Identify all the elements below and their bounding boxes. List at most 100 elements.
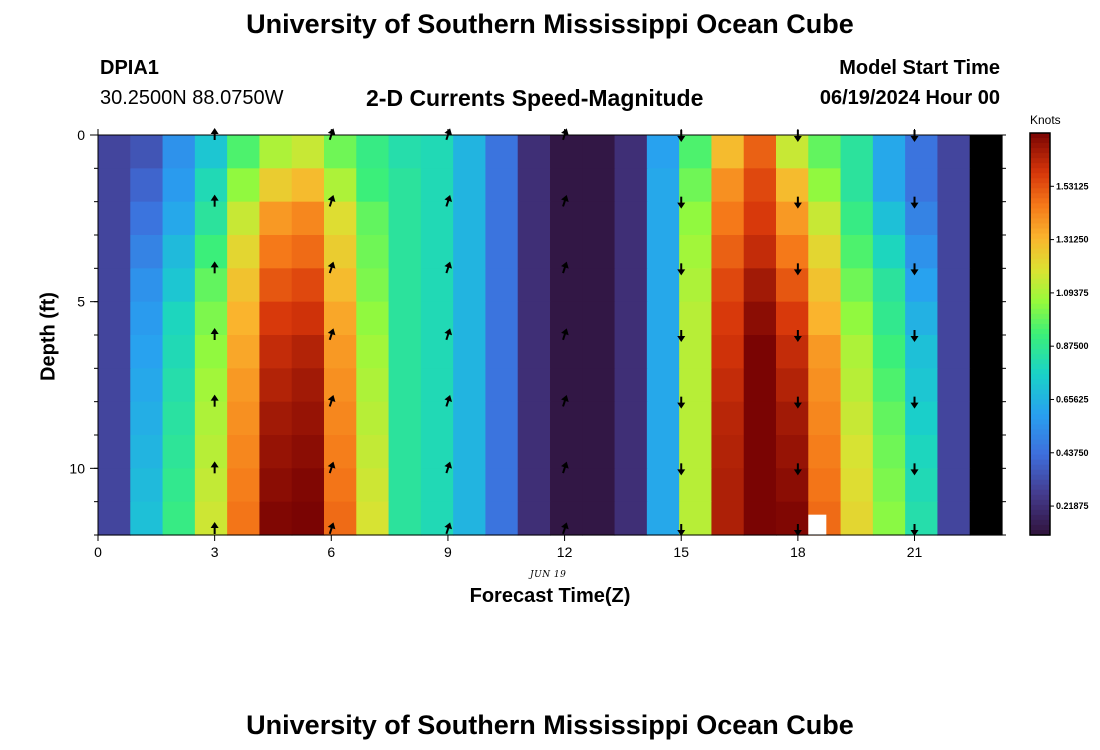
heatmap-cell: [679, 368, 713, 403]
heatmap-cell: [259, 335, 293, 369]
current-arrow: [561, 328, 569, 341]
colorbar-segment: [1030, 359, 1050, 365]
heatmap-cell: [162, 368, 196, 403]
heatmap-cell: [582, 435, 616, 469]
current-arrow: [444, 395, 453, 407]
heatmap-cell: [646, 135, 680, 169]
heatmap-cell: [905, 501, 939, 536]
heatmap-cell: [743, 168, 777, 203]
colorbar-segment: [1030, 158, 1050, 164]
heatmap-cell: [711, 401, 745, 436]
heatmap-cell: [711, 301, 745, 336]
heatmap-cell: [840, 301, 874, 336]
colorbar-segment: [1030, 168, 1050, 174]
heatmap-cell: [485, 401, 519, 436]
heatmap-cell: [227, 268, 261, 303]
colorbar-segment: [1030, 349, 1050, 355]
colorbar-tick-label: 0.65625: [1056, 394, 1089, 404]
heatmap-cell: [711, 435, 745, 469]
heatmap-cell: [485, 201, 519, 236]
heatmap-cell: [614, 335, 648, 369]
heatmap-cell: [905, 201, 939, 236]
heatmap-cell: [872, 168, 906, 203]
colorbar-segment: [1030, 529, 1050, 536]
heatmap-cell: [776, 235, 809, 269]
heatmap-cell: [711, 468, 745, 503]
heatmap-cell: [614, 201, 648, 236]
heatmap-cell: [98, 368, 131, 403]
current-arrow: [210, 522, 219, 534]
colorbar-segment: [1030, 489, 1050, 496]
colorbar-segment: [1030, 163, 1050, 169]
heatmap-cell: [453, 501, 487, 536]
current-arrow: [561, 395, 569, 407]
current-arrow: [793, 330, 802, 342]
heatmap-cell: [840, 235, 874, 269]
heatmap-cell: [291, 201, 325, 236]
heatmap-cell: [291, 168, 325, 203]
heatmap-cell: [194, 435, 228, 469]
heatmap-cell: [840, 335, 874, 369]
heatmap-cell: [743, 401, 777, 436]
heatmap-cell: [227, 401, 261, 436]
colorbar-segment: [1030, 268, 1050, 275]
heatmap-cell: [194, 468, 228, 503]
heatmap-cell: [162, 268, 196, 303]
heatmap-cell: [517, 301, 551, 336]
heatmap-cell: [259, 168, 293, 203]
heatmap-cell: [388, 468, 422, 503]
heatmap-cell: [582, 135, 616, 169]
heatmap-cell: [227, 501, 261, 536]
heatmap-cell: [905, 368, 939, 403]
colorbar-frame: [1029, 132, 1051, 536]
heatmap-cell: [840, 501, 874, 536]
heatmap-cell: [937, 268, 971, 303]
heatmap-cell: [550, 201, 583, 236]
heatmap-cell: [162, 235, 196, 269]
heatmap-cell: [194, 368, 228, 403]
heatmap-cell: [711, 368, 745, 403]
colorbar-segment: [1030, 198, 1050, 204]
current-arrow: [561, 261, 569, 274]
colorbar-segment: [1030, 238, 1050, 245]
heatmap-cell: [517, 235, 551, 269]
colorbar-segment: [1030, 519, 1050, 526]
heatmap-cell: [98, 335, 131, 369]
colorbar-segment: [1030, 308, 1050, 315]
heatmap-cell: [743, 335, 777, 369]
heatmap-cell: [98, 501, 131, 536]
x-tick-label: 15: [673, 544, 689, 560]
heatmap-cell: [808, 135, 842, 169]
colorbar-segment: [1030, 138, 1050, 144]
footer-title: University of Southern Mississippi Ocean…: [246, 710, 854, 740]
heatmap-cell: [969, 335, 1003, 369]
colorbar-segment: [1030, 173, 1050, 179]
heatmap-cell: [291, 468, 325, 503]
heatmap-cell: [356, 268, 390, 303]
heatmap-cell: [969, 168, 1003, 203]
heatmap-cell: [259, 501, 293, 536]
heatmap-cell: [679, 135, 713, 169]
heatmap-cell: [776, 135, 809, 169]
current-arrow: [444, 522, 453, 535]
heatmap-cell: [582, 468, 616, 503]
heatmap-cell: [776, 268, 809, 303]
heatmap-cell: [582, 335, 616, 369]
heatmap-cell: [550, 468, 583, 503]
colorbar-segment: [1030, 218, 1050, 225]
heatmap-cell: [324, 135, 357, 169]
colorbar-segment: [1030, 253, 1050, 260]
heatmap-cell: [162, 135, 196, 169]
heatmap-cell: [872, 201, 906, 236]
heatmap-cell: [517, 468, 551, 503]
heatmap-cell: [130, 501, 164, 536]
heatmap-cell: [614, 301, 648, 336]
heatmap-cell: [646, 435, 680, 469]
heatmap-cell: [937, 235, 971, 269]
current-arrow: [910, 263, 919, 276]
colorbar-segment: [1030, 459, 1050, 466]
heatmap-cell: [937, 301, 971, 336]
heatmap-cell: [485, 501, 519, 536]
current-arrow: [677, 396, 686, 409]
